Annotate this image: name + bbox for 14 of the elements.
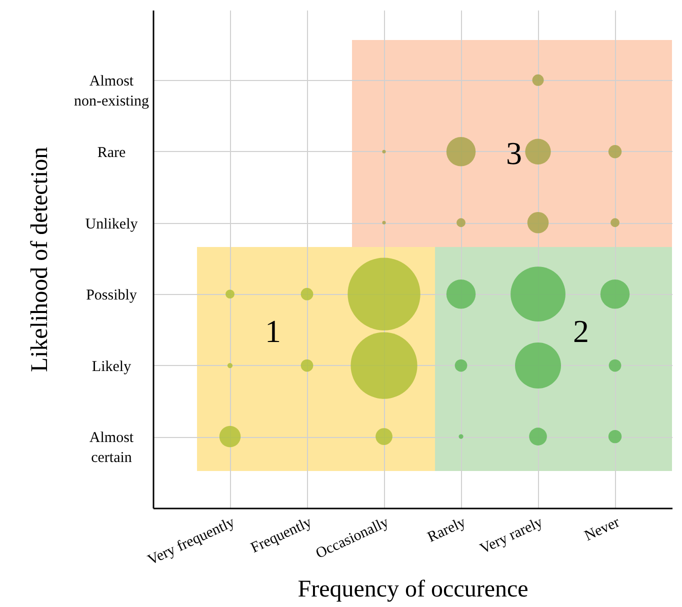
x-tick-label: Never bbox=[582, 514, 622, 544]
annotation: 3 bbox=[506, 135, 522, 171]
y-axis-title: Likelihood of detection bbox=[27, 146, 54, 372]
annotation: 2 bbox=[573, 313, 589, 349]
x-tick-label: Very rarely bbox=[478, 514, 546, 558]
category-label: Rare bbox=[97, 144, 126, 161]
category-label: Likely bbox=[92, 358, 132, 375]
category-label: Almost certain bbox=[89, 430, 134, 466]
category-label: Possibly bbox=[86, 288, 137, 304]
x-axis-title: Frequency of occurence bbox=[298, 576, 528, 603]
category-label: Almost non-existing bbox=[74, 74, 149, 110]
annotation: 1 bbox=[265, 313, 281, 349]
category-label: Unlikely bbox=[85, 216, 138, 232]
x-tick-label: Rarely bbox=[425, 514, 469, 546]
